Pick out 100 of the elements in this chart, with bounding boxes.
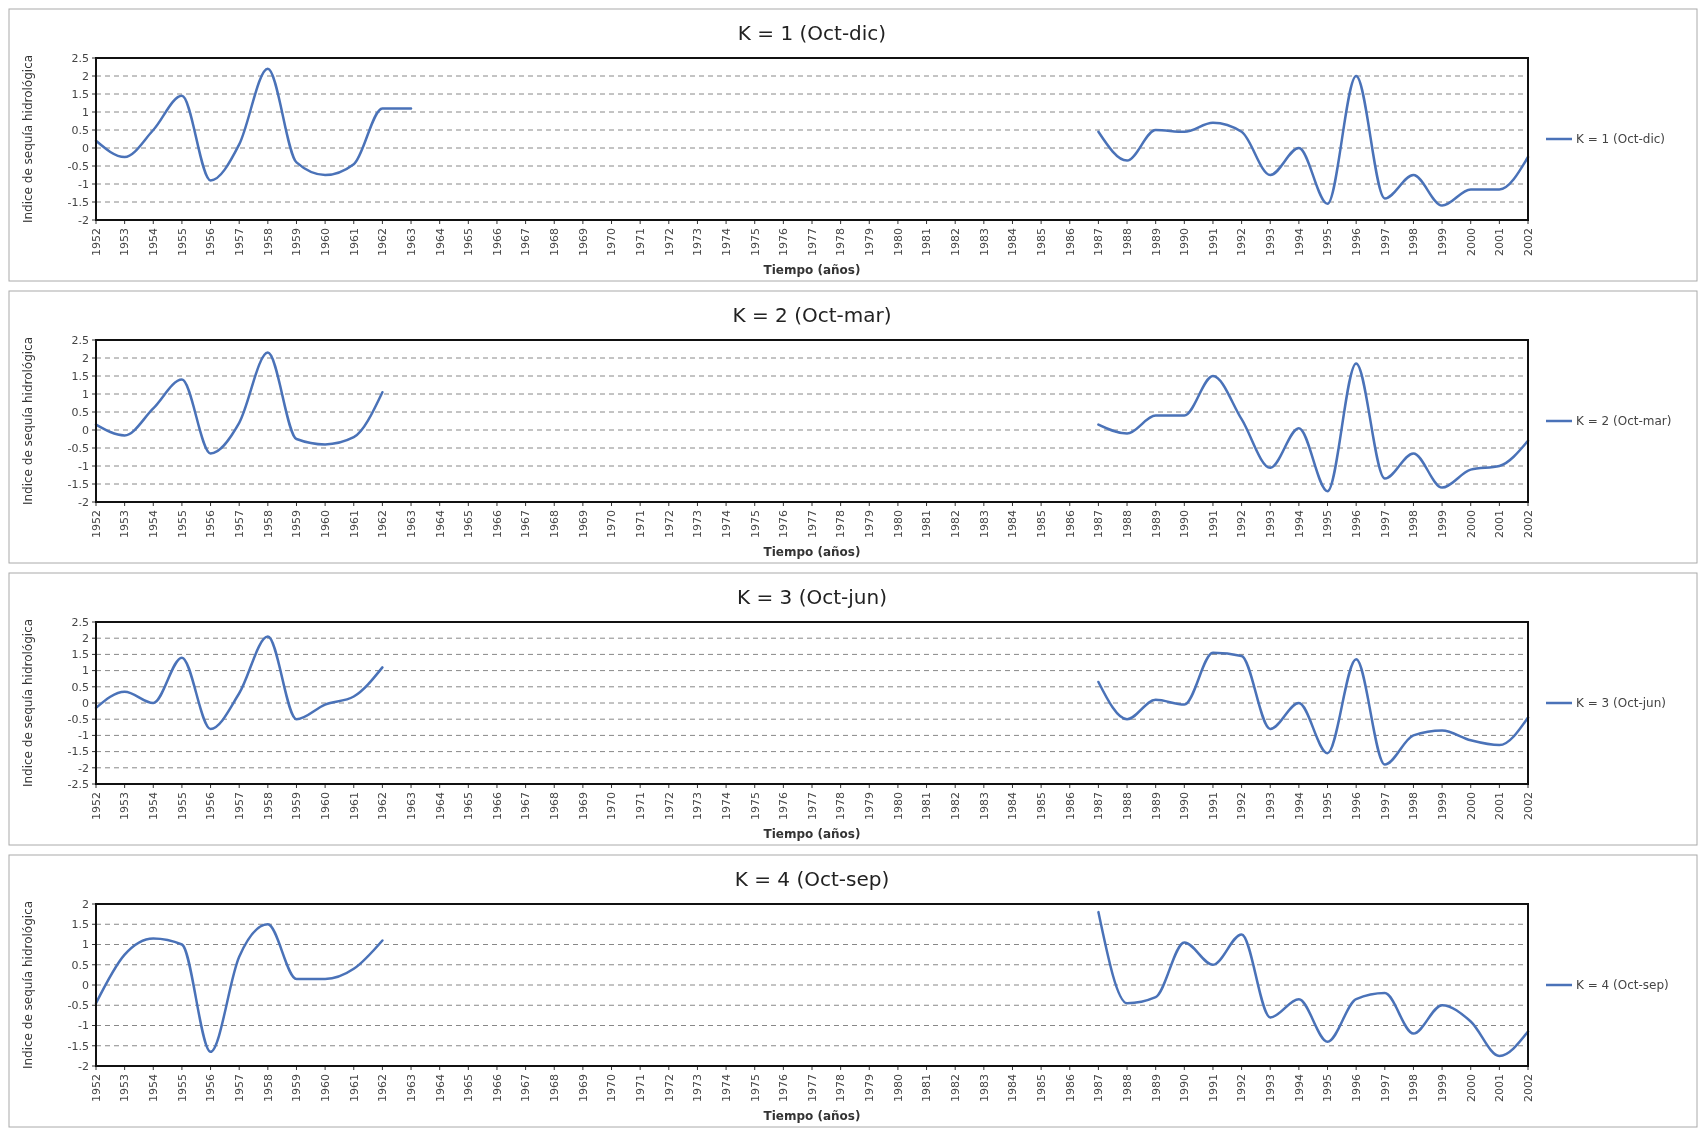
x-tick-label: 1990	[1178, 510, 1192, 538]
x-tick-label: 1988	[1120, 792, 1134, 820]
x-tick-label: 1967	[519, 1074, 533, 1102]
x-tick-label: 1993	[1264, 792, 1278, 820]
x-tick-label: 1985	[1034, 1074, 1048, 1102]
x-tick-label: 1969	[576, 1074, 590, 1102]
x-tick-label: 1990	[1178, 1074, 1192, 1102]
x-tick-label: 1952	[89, 228, 103, 256]
x-tick-label: 1997	[1378, 1074, 1392, 1102]
x-tick-label: 1998	[1407, 792, 1421, 820]
y-tick-label: -0.5	[67, 999, 89, 1013]
x-tick-label: 1962	[376, 228, 390, 256]
x-tick-label: 1960	[318, 1074, 332, 1102]
x-tick-label: 1954	[147, 510, 161, 538]
x-tick-label: 1984	[1006, 792, 1020, 820]
x-tick-label: 1953	[118, 510, 132, 538]
x-tick-label: 1992	[1235, 228, 1249, 256]
y-tick-label: 0	[82, 141, 89, 155]
x-tick-label: 2002	[1521, 792, 1535, 820]
x-tick-label: 1997	[1378, 792, 1392, 820]
x-tick-label: 2000	[1464, 792, 1478, 820]
x-tick-label: 1958	[261, 792, 275, 820]
x-tick-label: 1992	[1235, 792, 1249, 820]
x-tick-label: 1986	[1063, 228, 1077, 256]
x-tick-label: 1971	[634, 510, 648, 538]
y-tick-label: 0	[82, 978, 89, 992]
x-tick-label: 1986	[1063, 792, 1077, 820]
y-tick-label: 0	[82, 696, 89, 710]
x-tick-label: 1980	[891, 792, 905, 820]
x-tick-label: 1982	[949, 228, 963, 256]
y-tick-label: -2	[78, 213, 89, 227]
x-tick-label: 1979	[863, 1074, 877, 1102]
x-tick-label: 1958	[261, 228, 275, 256]
x-tick-label: 2000	[1464, 510, 1478, 538]
x-tick-label: 1968	[548, 792, 562, 820]
x-tick-label: 1952	[89, 792, 103, 820]
legend-label: K = 1 (Oct-dic)	[1576, 132, 1665, 147]
x-tick-label: 1972	[662, 510, 676, 538]
x-tick-label: 1959	[290, 510, 304, 538]
x-tick-label: 1999	[1435, 228, 1449, 256]
x-tick-label: 1995	[1321, 228, 1335, 256]
y-axis-title: Indice de sequía hidrológica	[21, 900, 35, 1070]
x-tick-label: 1957	[233, 792, 247, 820]
x-tick-label: 1977	[805, 1074, 819, 1102]
chart-title: K = 4 (Oct-sep)	[734, 867, 890, 891]
x-tick-label: 1974	[719, 1074, 733, 1102]
x-tick-label: 1974	[719, 792, 733, 820]
y-tick-label: 2	[82, 632, 89, 646]
x-tick-label: 1962	[376, 510, 390, 538]
x-tick-label: 1971	[634, 1074, 648, 1102]
x-tick-label: 1988	[1120, 510, 1134, 538]
chart-title: K = 3 (Oct-jun)	[737, 585, 887, 609]
x-axis-title: Tiempo (años)	[763, 263, 861, 277]
x-tick-label: 1965	[462, 1074, 476, 1102]
x-tick-label: 1976	[777, 792, 791, 820]
y-tick-label: -0.5	[67, 713, 89, 727]
x-tick-label: 1972	[662, 228, 676, 256]
x-tick-label: 1989	[1149, 1074, 1163, 1102]
x-tick-label: 1998	[1407, 228, 1421, 256]
x-tick-label: 1978	[834, 1074, 848, 1102]
chart-title: K = 2 (Oct-mar)	[732, 303, 892, 327]
x-tick-label: 1981	[920, 1074, 934, 1102]
x-tick-label: 1989	[1149, 510, 1163, 538]
x-tick-label: 1993	[1264, 510, 1278, 538]
x-tick-label: 2002	[1521, 228, 1535, 256]
x-tick-label: 1968	[548, 1074, 562, 1102]
x-tick-label: 1959	[290, 228, 304, 256]
x-tick-label: 1960	[318, 510, 332, 538]
y-tick-label: 2.5	[71, 333, 89, 347]
x-tick-label: 1964	[433, 1074, 447, 1102]
x-tick-label: 1974	[719, 228, 733, 256]
x-tick-label: 1991	[1206, 510, 1220, 538]
x-tick-label: 1973	[691, 792, 705, 820]
x-tick-label: 1967	[519, 510, 533, 538]
x-tick-label: 1996	[1350, 228, 1364, 256]
x-tick-label: 1968	[548, 228, 562, 256]
x-tick-label: 1961	[347, 228, 361, 256]
x-tick-label: 1972	[662, 792, 676, 820]
y-tick-label: 2	[82, 351, 89, 365]
x-axis-title: Tiempo (años)	[763, 1109, 861, 1123]
y-tick-label: 1	[82, 105, 89, 119]
x-tick-label: 1981	[920, 228, 934, 256]
x-tick-label: 1965	[462, 792, 476, 820]
x-tick-label: 2001	[1493, 510, 1507, 538]
y-tick-label: -2	[78, 1059, 89, 1073]
x-tick-label: 1957	[233, 510, 247, 538]
y-tick-label: -1	[78, 729, 89, 743]
x-tick-label: 1983	[977, 510, 991, 538]
x-tick-label: 1999	[1435, 1074, 1449, 1102]
legend-label: K = 2 (Oct-mar)	[1576, 414, 1672, 429]
x-tick-label: 1978	[834, 228, 848, 256]
y-tick-label: -1	[78, 459, 89, 473]
x-axis-title: Tiempo (años)	[763, 827, 861, 841]
x-tick-label: 1996	[1350, 1074, 1364, 1102]
x-tick-label: 1992	[1235, 1074, 1249, 1102]
x-tick-label: 1981	[920, 792, 934, 820]
x-tick-label: 1983	[977, 228, 991, 256]
x-tick-label: 1968	[548, 510, 562, 538]
y-tick-label: 2	[82, 69, 89, 83]
x-tick-label: 1984	[1006, 228, 1020, 256]
